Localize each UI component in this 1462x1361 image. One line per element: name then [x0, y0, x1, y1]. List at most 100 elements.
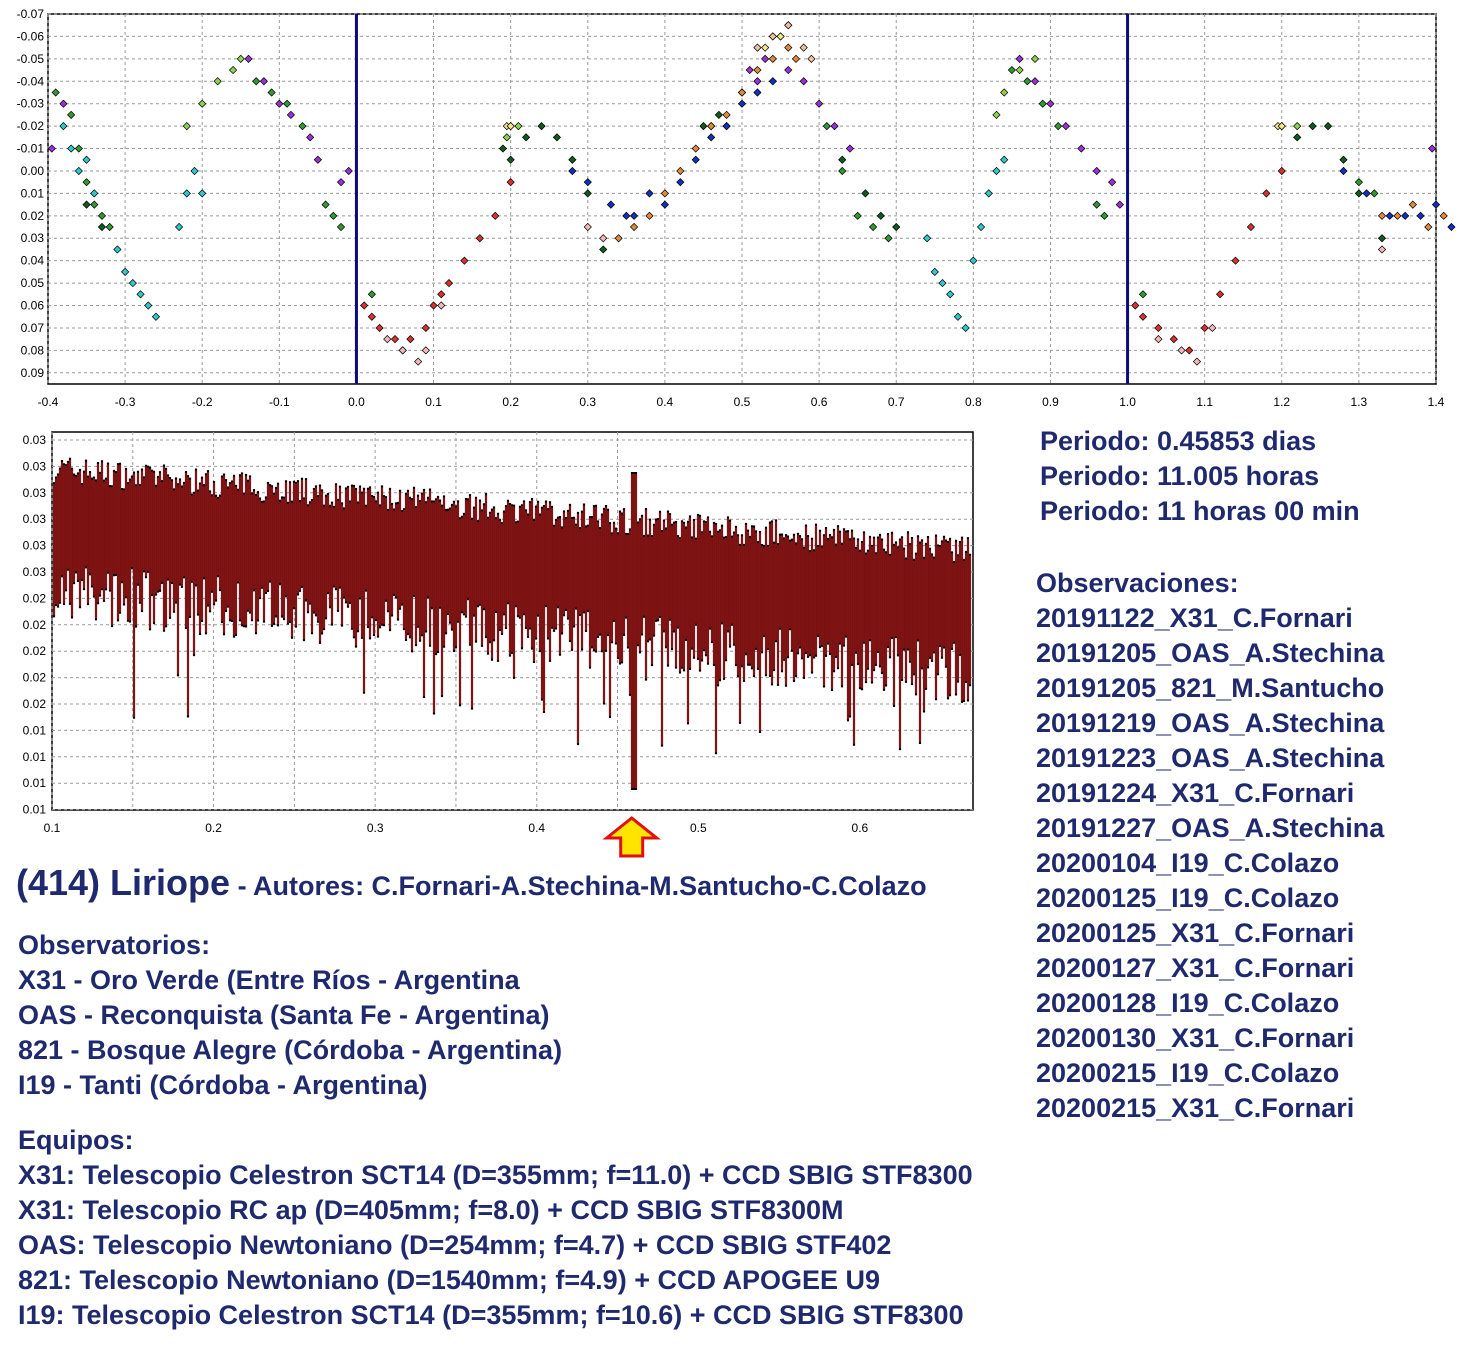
data-point	[444, 278, 454, 288]
data-point	[502, 133, 511, 142]
data-point	[722, 110, 731, 120]
observation-item: 20200125_X31_C.Fornari	[1036, 918, 1355, 948]
y-tick-label: 0.05	[21, 276, 45, 290]
data-point	[460, 256, 469, 265]
data-point	[753, 88, 762, 97]
y-tick-label: 0.01	[23, 803, 47, 817]
data-point	[660, 200, 669, 209]
data-point	[953, 312, 963, 321]
data-point	[1231, 256, 1240, 265]
x-tick-label: 0.2	[205, 821, 222, 835]
observation-item: 20200215_I19_C.Colazo	[1036, 1058, 1340, 1088]
data-point	[938, 278, 947, 288]
data-point	[645, 211, 654, 220]
data-point	[1262, 189, 1271, 198]
data-point	[244, 54, 253, 63]
data-point	[799, 43, 808, 52]
y-tick-label: 0.02	[23, 618, 47, 632]
data-point	[398, 346, 407, 355]
data-point	[761, 43, 770, 52]
data-point	[47, 144, 56, 153]
data-point	[768, 54, 777, 63]
y-tick-label: 0.07	[21, 321, 45, 335]
y-tick-label: 0.02	[23, 697, 47, 711]
observation-item: 20191223_OAS_A.Stechina	[1036, 743, 1385, 773]
observation-item: 20200125_I19_C.Colazo	[1036, 883, 1340, 913]
data-point	[275, 99, 284, 108]
x-tick-label: 1.1	[1196, 395, 1213, 409]
data-point	[1401, 211, 1410, 220]
x-tick-label: 0.8	[965, 395, 982, 409]
x-tick-label: 0.5	[734, 395, 751, 409]
data-point	[51, 88, 60, 97]
data-point	[761, 54, 770, 63]
data-point	[1385, 211, 1394, 220]
data-point	[113, 245, 122, 254]
data-point	[437, 290, 446, 299]
x-tick-label: 1.0	[1119, 395, 1136, 409]
observation-item: 20200128_I19_C.Colazo	[1036, 988, 1340, 1018]
data-point	[1015, 65, 1024, 75]
data-point	[1377, 245, 1387, 254]
data-point	[784, 21, 793, 30]
x-tick-label: 0.6	[811, 395, 828, 409]
y-tick-label: 0.06	[21, 299, 45, 313]
data-point	[437, 301, 446, 310]
observation-item: 20191205_OAS_A.Stechina	[1036, 638, 1385, 668]
data-point	[707, 133, 716, 142]
data-point	[961, 323, 970, 333]
data-point	[629, 211, 639, 220]
data-point	[552, 133, 562, 142]
observation-item: 20191219_OAS_A.Stechina	[1036, 708, 1385, 738]
y-tick-label: 0.03	[23, 433, 47, 447]
data-point	[1000, 155, 1009, 164]
data-point	[506, 122, 515, 131]
y-tick-label: 0.02	[23, 591, 47, 605]
x-tick-label: 0.1	[425, 395, 442, 409]
data-point	[776, 32, 785, 41]
data-point	[267, 88, 276, 97]
data-point	[1192, 357, 1202, 366]
observatories-heading: Observatorios:	[18, 930, 211, 960]
data-point	[97, 222, 107, 232]
data-point	[1015, 54, 1024, 63]
y-tick-label: 0.03	[23, 512, 47, 526]
y-tick-label: 0.02	[23, 671, 47, 685]
data-point	[1215, 290, 1225, 299]
y-tick-label: -0.01	[17, 142, 45, 156]
x-tick-label: -0.4	[38, 395, 59, 409]
data-point	[1208, 323, 1217, 333]
data-point	[691, 155, 700, 164]
data-point	[1138, 312, 1148, 321]
equipment-list: Equipos: X31: Telescopio Celestron SCT14…	[18, 1123, 973, 1333]
y-tick-label: 0.01	[23, 776, 47, 790]
observation-item: 20200130_X31_C.Fornari	[1036, 1023, 1355, 1053]
period-info: Periodo: 0.45853 dias Periodo: 11.005 ho…	[1040, 424, 1360, 529]
data-point	[367, 312, 376, 321]
data-point	[660, 189, 669, 198]
data-point	[976, 222, 986, 232]
data-point	[614, 234, 623, 243]
data-point	[59, 122, 68, 131]
data-point	[252, 77, 261, 86]
periodogram-series	[52, 457, 972, 790]
data-point	[676, 178, 685, 187]
data-point	[984, 189, 993, 198]
data-point	[699, 122, 708, 131]
data-point	[329, 211, 338, 220]
period-hours-minutes: Periodo: 11 horas 00 min	[1040, 496, 1360, 526]
equipment-item: X31: Telescopio Celestron SCT14 (D=355mm…	[18, 1160, 973, 1190]
data-point	[1424, 222, 1433, 232]
data-point	[930, 267, 939, 276]
data-point	[1293, 122, 1302, 131]
data-point	[406, 335, 415, 344]
data-point	[128, 278, 137, 288]
authors: - Autores: C.Fornari-A.Stechina-M.Santuc…	[230, 871, 927, 901]
data-point	[213, 77, 222, 86]
data-point	[707, 122, 716, 131]
data-point	[383, 335, 392, 344]
observation-item: 20191122_X31_C.Fornari	[1036, 603, 1353, 633]
data-point	[498, 144, 508, 153]
y-tick-label: 0.03	[23, 565, 47, 579]
data-point	[853, 211, 862, 220]
